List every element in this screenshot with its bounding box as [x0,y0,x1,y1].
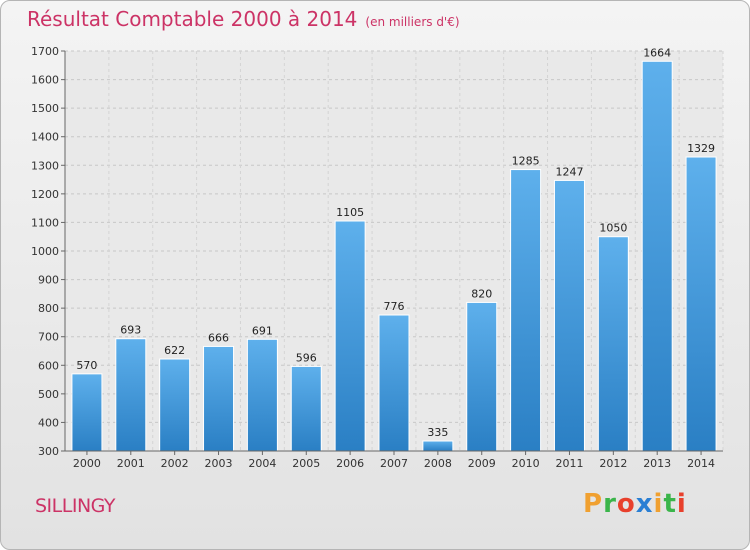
bar-2008 [422,440,454,452]
place-name: SILLINGY [35,495,116,517]
bar-2009 [466,301,498,452]
value-label-2003: 666 [208,331,229,344]
x-tick-label-2004: 2004 [248,457,276,470]
bar-2004 [246,338,278,452]
y-tick-label-1300: 1300 [31,159,59,172]
y-tick-label-1600: 1600 [31,74,59,87]
chart-title: Résultat Comptable 2000 à 2014 (en millie… [27,7,460,31]
x-tick-label-2000: 2000 [73,457,101,470]
x-tick-label-2011: 2011 [555,457,583,470]
y-tick-label-1500: 1500 [31,102,59,115]
value-label-2006: 1105 [336,206,364,219]
logo-letter: o [616,489,636,519]
logo-letter: r [603,489,617,519]
x-tick-label-2007: 2007 [380,457,408,470]
value-label-2000: 570 [76,359,97,372]
value-label-2004: 691 [252,324,273,337]
logo-letter: P [583,489,604,519]
y-tick-label-800: 800 [38,302,59,315]
value-label-2002: 622 [164,344,185,357]
bar-2006 [334,220,366,452]
y-tick-label-1100: 1100 [31,216,59,229]
x-tick-label-2006: 2006 [336,457,364,470]
x-tick-label-2010: 2010 [512,457,540,470]
y-tick-label-900: 900 [38,274,59,287]
y-tick-label-600: 600 [38,359,59,372]
y-tick-label-700: 700 [38,331,59,344]
bar-2001 [115,338,147,452]
x-tick-label-2012: 2012 [599,457,627,470]
value-label-2011: 1247 [555,165,583,178]
bar-2005 [290,365,322,452]
chart-subtitle: (en milliers d'€) [365,15,460,29]
bar-2007 [378,314,410,452]
logo-letter: i [653,489,664,519]
logo-letter: x [635,489,654,519]
axes [61,50,723,455]
value-label-2009: 820 [471,287,492,300]
x-tick-label-2014: 2014 [687,457,715,470]
logo-letter: i [676,489,687,519]
bar-2012 [597,236,629,452]
y-tick-label-400: 400 [38,416,59,429]
value-label-2012: 1050 [599,222,627,235]
x-tick-label-2013: 2013 [643,457,671,470]
y-tick-label-500: 500 [38,388,59,401]
logo-letter: t [663,489,677,519]
x-tick-label-2009: 2009 [468,457,496,470]
x-tick-label-2002: 2002 [161,457,189,470]
chart-title-text: Résultat Comptable 2000 à 2014 [27,7,358,31]
bar-2014 [685,156,717,452]
bars [71,60,717,452]
value-label-2010: 1285 [512,155,540,168]
x-tick-label-2005: 2005 [292,457,320,470]
bar-2013 [641,60,673,452]
labels: 300 400 500 600 700 800 900 1000 1100 1200 1300 140… [31,45,715,470]
value-label-2001: 693 [120,324,141,337]
value-label-2008: 335 [427,426,448,439]
y-tick-label-1400: 1400 [31,131,59,144]
bar-2000 [71,373,103,452]
value-label-2007: 776 [384,300,405,313]
value-label-2014: 1329 [687,142,715,155]
y-tick-label-1000: 1000 [31,245,59,258]
proxiti-logo: Proxiti [583,489,687,519]
x-tick-label-2001: 2001 [117,457,145,470]
bar-2003 [203,345,235,452]
x-tick-label-2008: 2008 [424,457,452,470]
y-tick-label-300: 300 [38,445,59,458]
bar-2011 [553,179,585,452]
y-tick-label-1200: 1200 [31,188,59,201]
value-label-2013: 1664 [643,46,671,59]
x-tick-label-2003: 2003 [205,457,233,470]
value-label-2005: 596 [296,351,317,364]
bar-2002 [159,358,191,452]
y-tick-label-1700: 1700 [31,45,59,58]
bar-2010 [510,169,542,452]
